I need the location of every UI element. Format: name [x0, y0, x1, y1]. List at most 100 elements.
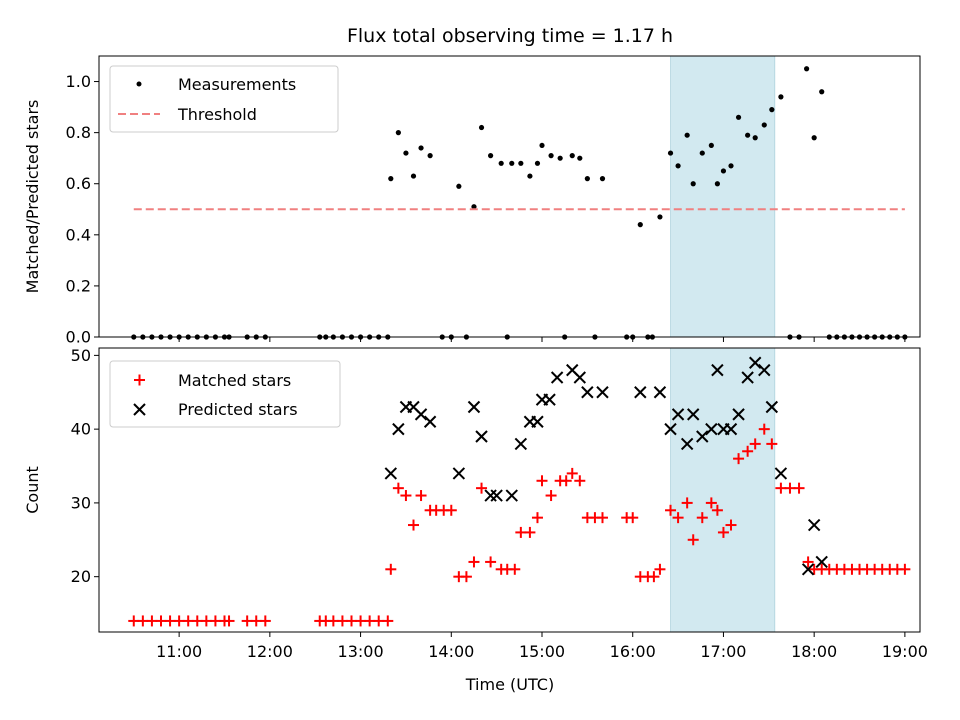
measurement-point [769, 107, 775, 113]
measurement-point [548, 153, 554, 159]
predicted-star-stroke-b [807, 518, 821, 532]
matched-star-point [627, 512, 639, 524]
predicted-star-point [696, 430, 709, 443]
observing-window-shade-top [670, 55, 776, 338]
predicted-star-stroke-b [732, 408, 745, 421]
measurement-point [752, 135, 758, 141]
predicted-star-stroke-b [686, 408, 700, 421]
predicted-star-point [680, 437, 694, 451]
matched-star-point [725, 519, 737, 531]
predicted-star-stroke-b [664, 422, 677, 436]
predicted-star-stroke-b [741, 371, 754, 384]
measurements-legend-label: Measurements [178, 75, 296, 94]
chart-title: Flux total observing time = 1.17 h [347, 25, 673, 47]
matched-star-point [665, 504, 677, 516]
count-panel-frame [98, 347, 921, 633]
x-tick-label: 12:00 [247, 642, 293, 661]
matched-star-point [758, 423, 770, 435]
matched-star-point [596, 512, 608, 524]
matched-legend-label: Matched stars [178, 371, 291, 390]
measurement-point [518, 160, 524, 166]
predicted-star-point [671, 408, 685, 421]
measurement-point [584, 176, 590, 182]
measurement-point [388, 176, 394, 182]
matched-star-point [766, 438, 778, 450]
measurement-point [539, 142, 545, 149]
measurement-point [811, 135, 817, 141]
predicted-star-stroke-b [596, 386, 609, 399]
predicted-star-point [634, 386, 647, 399]
predicted-star-point [573, 371, 587, 384]
measurement-point [684, 132, 690, 138]
predicted-star-point [664, 422, 677, 436]
measurement-point [657, 214, 663, 220]
predicted-legend-label: Predicted stars [178, 400, 298, 419]
predicted-star-stroke-b [765, 400, 779, 414]
threshold-legend-label: Threshold [177, 105, 257, 124]
x-tick-label: 17:00 [700, 642, 746, 661]
predicted-star-stroke-b [581, 386, 594, 399]
y-tick-label: 20 [71, 567, 91, 586]
predicted-star-stroke-b [384, 467, 398, 480]
x-tick-label: 14:00 [428, 642, 474, 661]
predicted-star-point [765, 400, 779, 414]
measurement-point [728, 163, 734, 169]
measurement-point [456, 183, 462, 189]
matched-star-point [415, 490, 427, 502]
measurement-point [509, 160, 515, 166]
predicted-star-stroke-b [392, 422, 405, 436]
matched-star-point [392, 482, 404, 494]
predicted-star-point [711, 363, 724, 377]
ratio-y-axis-label: Matched/Predicted stars [23, 100, 42, 294]
predicted-star-stroke-b [724, 422, 738, 436]
count-panel-ticks: 20 30 40 50 11:00 12:00 13:00 14:00 15:00 16:00 17… [71, 346, 928, 661]
matched-star-point [531, 512, 543, 524]
measurement-point [804, 66, 810, 72]
measurement-point [427, 153, 433, 159]
predicted-star-point [748, 356, 762, 369]
measurement-point [667, 150, 674, 156]
matched-star-point [696, 512, 708, 524]
predicted-star-point [467, 400, 481, 414]
predicted-star-stroke-b [748, 356, 762, 369]
y-tick-label: 0.4 [66, 225, 91, 244]
matched-star-point [536, 475, 548, 487]
predicted-star-stroke-b [801, 563, 815, 576]
predicted-star-stroke-b [696, 430, 709, 443]
predicted-star-stroke-b [531, 415, 544, 428]
predicted-star-stroke-b [452, 467, 466, 480]
measurement-point [778, 94, 784, 100]
measurement-point [675, 163, 681, 169]
matched-star-point [654, 563, 666, 575]
matched-star-point [382, 615, 394, 627]
x-tick-label: 13:00 [338, 642, 384, 661]
measurement-point [761, 122, 767, 128]
predicted-star-point [452, 467, 466, 480]
measurement-point [527, 173, 533, 179]
measurement-point [418, 145, 424, 151]
y-tick-label: 0.2 [66, 276, 91, 295]
x-axis-label: Time (UTC) [465, 675, 554, 694]
predicted-star-stroke-b [634, 386, 647, 399]
matched-star-point [476, 482, 488, 494]
predicted-star-stroke-b [774, 467, 788, 480]
measurement-point [637, 222, 643, 228]
predicted-star-stroke-b [705, 422, 718, 436]
ratio-panel-ticks: 0.0 0.2 0.4 0.6 0.8 1.0 [66, 72, 906, 347]
predicted-star-stroke-b [423, 415, 437, 428]
ratio-legend-box [109, 65, 339, 133]
ratio-panel-frame [98, 55, 921, 338]
predicted-star-point [741, 371, 754, 384]
matched-star-point [574, 475, 586, 487]
matched-star-point [566, 467, 578, 479]
predicted-star-point [801, 563, 815, 576]
predicted-legend-marker [133, 403, 146, 416]
count-panel: 20 30 40 50 11:00 12:00 13:00 14:00 15:00 16:00 17… [23, 346, 928, 694]
predicted-star-point [724, 422, 738, 436]
predicted-star-stroke-b [407, 400, 420, 414]
matched-star-point [793, 482, 805, 494]
predicted-star-point [505, 489, 518, 502]
matched-star-point [560, 475, 572, 487]
ratio-legend: Measurements Threshold [109, 65, 339, 133]
measurement-point [819, 89, 825, 95]
